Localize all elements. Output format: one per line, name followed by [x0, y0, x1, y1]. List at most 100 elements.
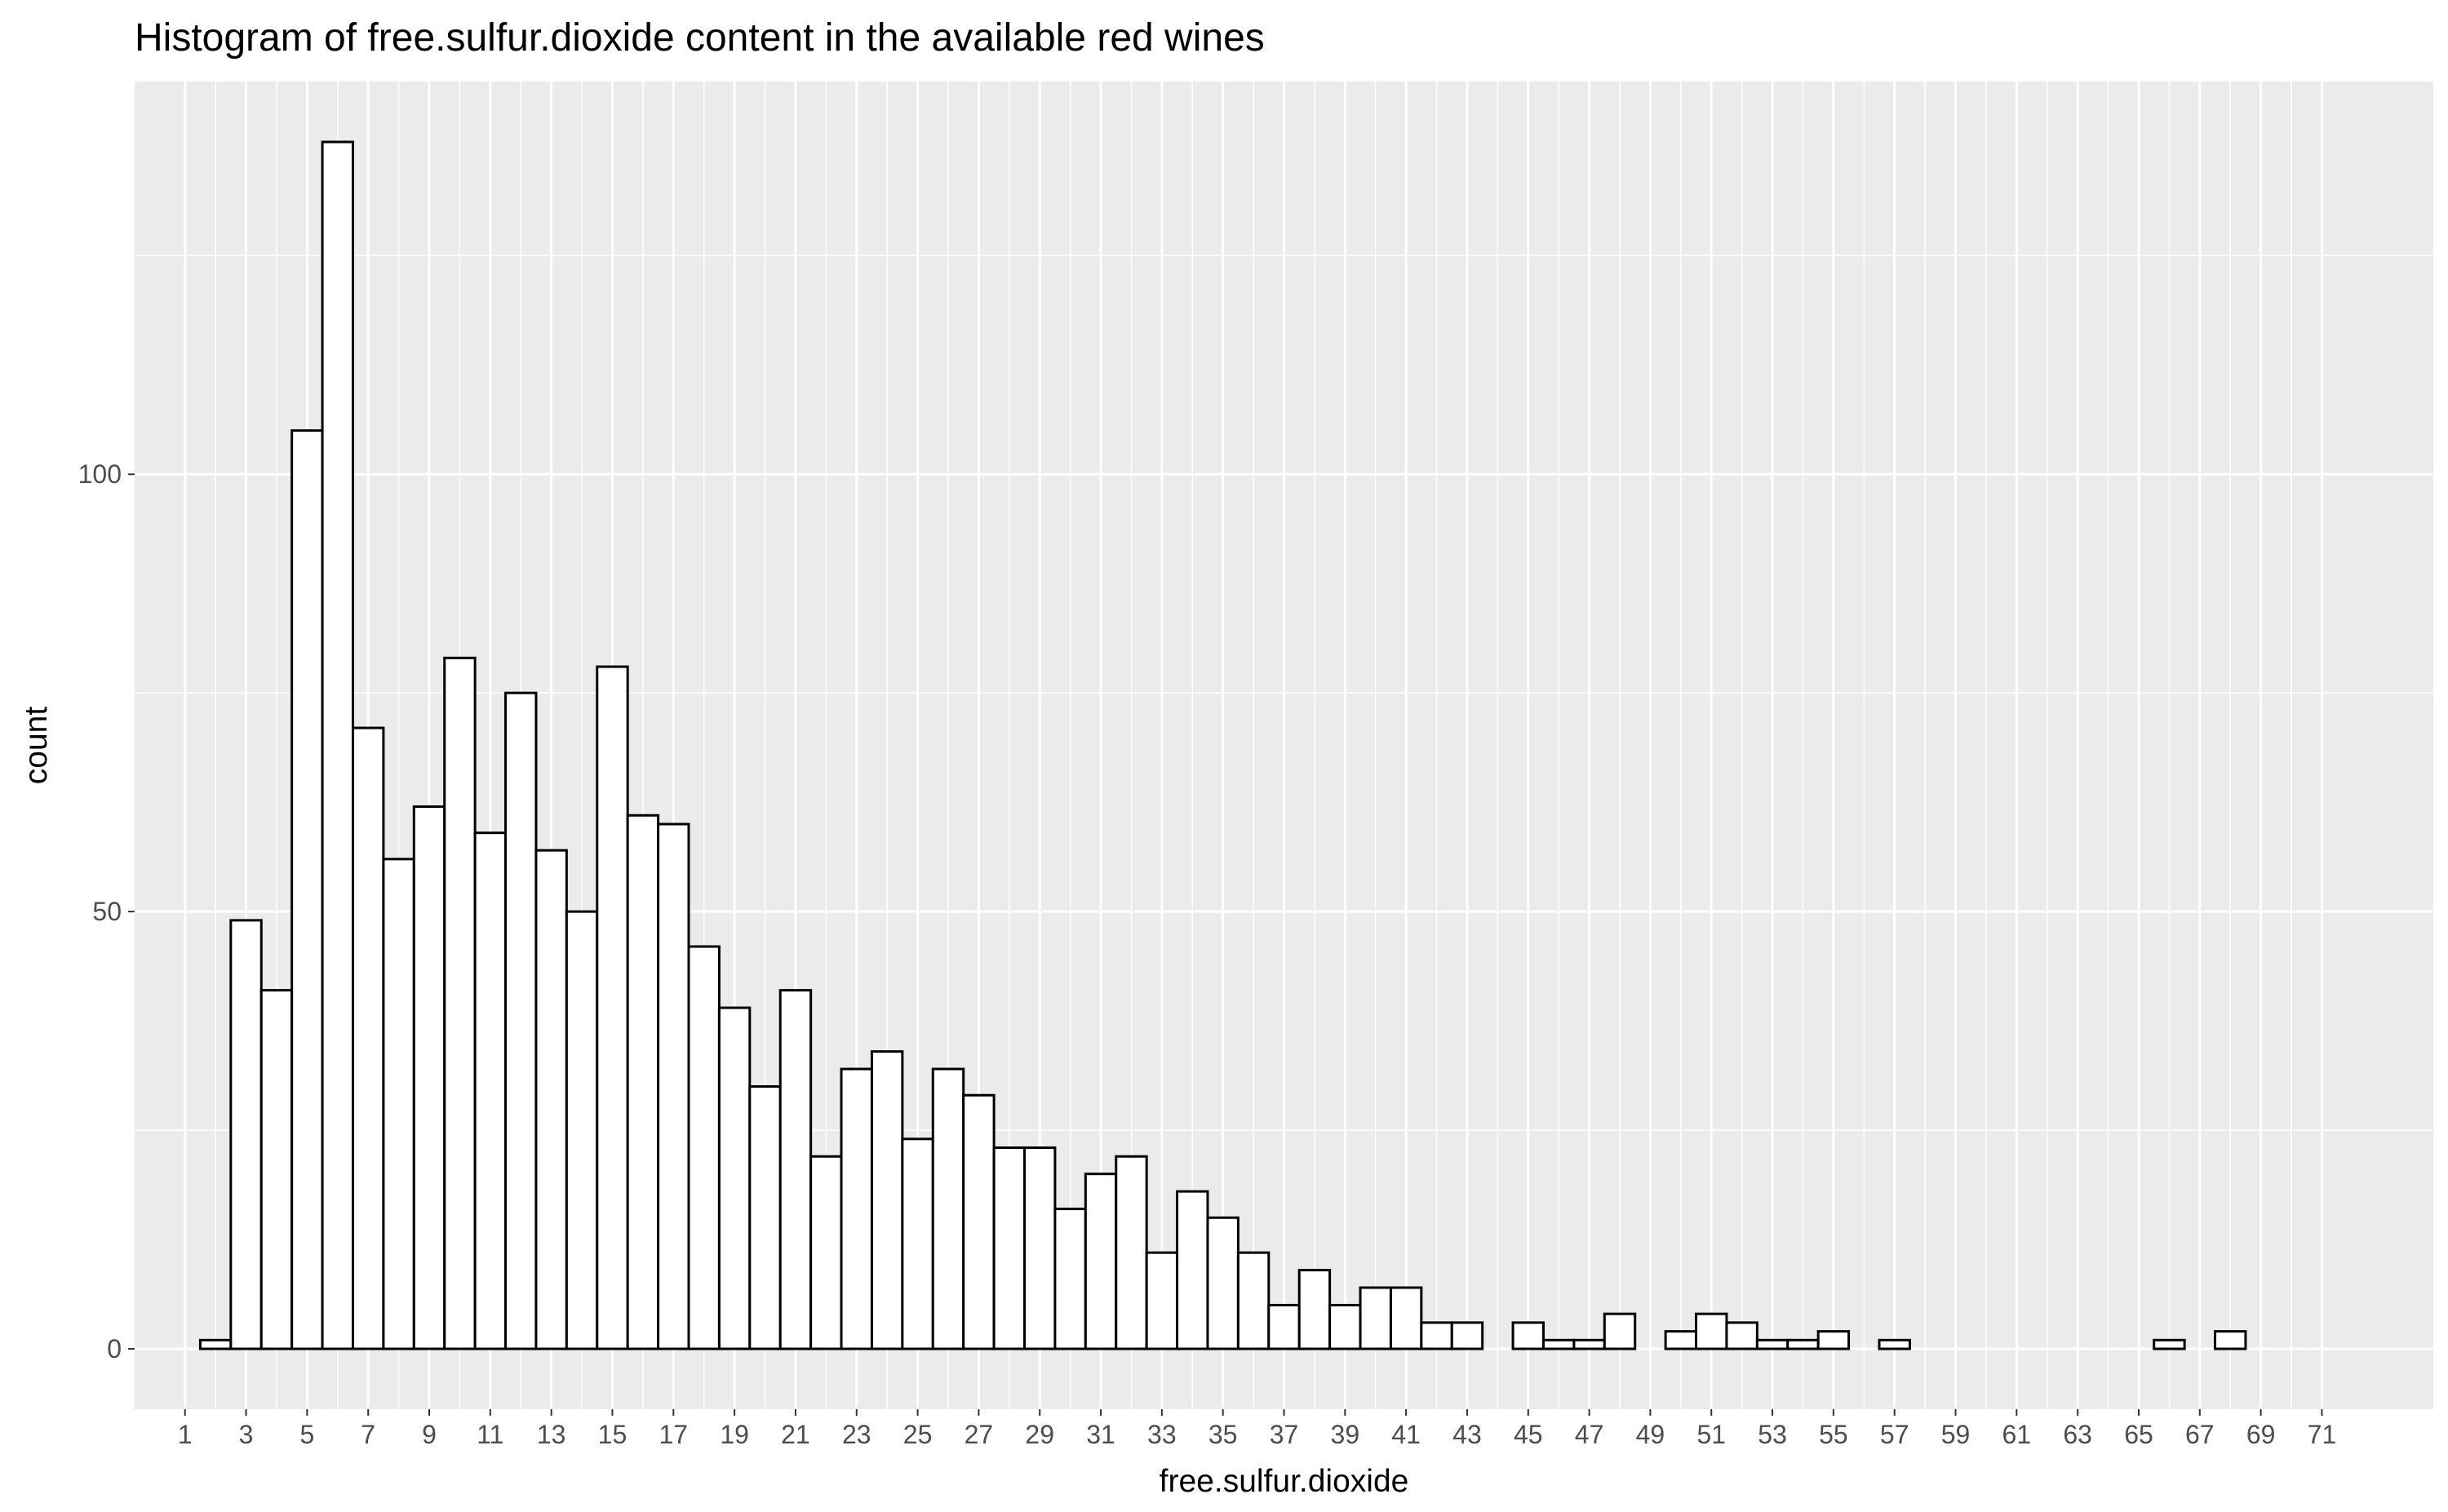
histogram-bar	[504, 691, 538, 1350]
histogram-bar	[809, 1155, 843, 1350]
histogram-bar	[870, 1050, 904, 1350]
x-tick-label: 37	[1270, 1420, 1299, 1449]
x-tick-label: 53	[1758, 1420, 1787, 1449]
histogram-bar	[1236, 1251, 1271, 1350]
histogram-bar	[1328, 1303, 1362, 1350]
histogram-bars	[198, 140, 2247, 1350]
histogram-bar	[321, 140, 354, 1350]
x-tick-label: 29	[1025, 1420, 1054, 1449]
x-tick-label: 61	[2002, 1420, 2032, 1449]
histogram-bar	[1053, 1208, 1087, 1350]
x-tick-label: 5	[299, 1420, 314, 1449]
histogram-bar	[1786, 1338, 1820, 1350]
histogram-bar	[1420, 1321, 1453, 1350]
x-axis-title: free.sulfur.dioxide	[1160, 1464, 1409, 1499]
y-axis: 0 50 100	[78, 459, 135, 1363]
histogram-bar	[1359, 1286, 1392, 1350]
x-tick-label: 57	[1880, 1420, 1909, 1449]
histogram-bar	[901, 1137, 934, 1350]
histogram-bar	[1695, 1312, 1728, 1350]
histogram-bar	[992, 1146, 1027, 1350]
x-tick-label: 13	[537, 1420, 566, 1449]
x-tick-label: 17	[659, 1420, 688, 1449]
histogram-bar	[351, 726, 385, 1350]
x-tick-label: 43	[1452, 1420, 1482, 1449]
histogram-bar	[1297, 1269, 1332, 1350]
x-tick-label: 69	[2246, 1420, 2276, 1449]
x-tick-label: 71	[2308, 1420, 2337, 1449]
histogram-bar	[1878, 1338, 1911, 1350]
histogram-bar	[840, 1067, 873, 1350]
x-tick-label: 33	[1147, 1420, 1177, 1449]
x-tick-label: 3	[239, 1420, 254, 1449]
histogram-bar	[1176, 1190, 1209, 1350]
histogram-bar	[1511, 1321, 1545, 1350]
x-tick-label: 31	[1086, 1420, 1115, 1449]
histogram-bar	[1725, 1321, 1758, 1350]
histogram-bar	[443, 656, 477, 1350]
x-tick-label: 45	[1514, 1420, 1543, 1449]
histogram-bar	[931, 1067, 965, 1350]
x-tick-label: 51	[1696, 1420, 1726, 1449]
x-tick-label: 35	[1208, 1420, 1238, 1449]
histogram-bar	[229, 919, 263, 1350]
x-tick-label: 41	[1391, 1420, 1421, 1449]
histogram-bar	[1450, 1321, 1484, 1350]
x-tick-label: 63	[2063, 1420, 2092, 1449]
histogram-bar	[717, 1006, 752, 1350]
histogram-bar	[473, 831, 508, 1350]
histogram-bar	[962, 1093, 996, 1350]
histogram-bar	[198, 1338, 233, 1350]
histogram-bar	[626, 814, 660, 1350]
y-tick-label: 50	[92, 897, 122, 926]
histogram-bar	[1603, 1312, 1637, 1350]
histogram-bar	[382, 858, 415, 1350]
x-axis: 1 3 5 7 9 11 13 15 17 19 21 23 25 27 29 31 33 35 37 39 41 43 4…	[178, 1409, 2336, 1449]
histogram-bar	[2214, 1330, 2247, 1350]
chart-title: Histogram of free.sulfur.dioxide content…	[135, 16, 1265, 60]
x-tick-label: 67	[2185, 1420, 2215, 1449]
x-tick-label: 39	[1331, 1420, 1360, 1449]
histogram-bar	[748, 1085, 782, 1350]
histogram-bar	[1541, 1338, 1576, 1350]
x-tick-label: 15	[598, 1420, 628, 1449]
x-tick-label: 7	[361, 1420, 375, 1449]
histogram-bar	[1572, 1338, 1606, 1350]
x-tick-label: 49	[1636, 1420, 1665, 1449]
histogram-bar	[1267, 1303, 1301, 1350]
y-tick-label: 100	[78, 459, 122, 489]
x-tick-label: 59	[1941, 1420, 1971, 1449]
x-tick-label: 1	[178, 1420, 193, 1449]
histogram-bar	[687, 945, 721, 1350]
histogram-bar	[534, 849, 568, 1350]
histogram-bar	[412, 805, 446, 1350]
histogram-bar	[657, 823, 690, 1350]
x-tick-label: 19	[720, 1420, 749, 1449]
histogram-bar	[1023, 1146, 1057, 1350]
y-axis-title: count	[19, 707, 54, 785]
x-tick-label: 55	[1819, 1420, 1848, 1449]
x-tick-label: 25	[903, 1420, 933, 1449]
histogram-bar	[596, 665, 629, 1350]
x-tick-label: 27	[965, 1420, 994, 1449]
histogram-bar	[1115, 1155, 1148, 1350]
histogram-bar	[1816, 1330, 1851, 1350]
histogram-bar	[1389, 1286, 1423, 1350]
histogram-bar	[290, 429, 324, 1350]
histogram-bar	[1664, 1330, 1698, 1350]
x-tick-label: 11	[477, 1420, 503, 1449]
histogram-bar	[1084, 1173, 1118, 1350]
x-tick-label: 47	[1575, 1420, 1604, 1449]
x-tick-label: 9	[422, 1420, 437, 1449]
x-tick-label: 23	[842, 1420, 871, 1449]
histogram-bar	[2153, 1338, 2186, 1350]
x-tick-label: 65	[2124, 1420, 2153, 1449]
y-tick-label: 0	[107, 1334, 122, 1363]
x-tick-label: 21	[781, 1420, 810, 1449]
histogram-bar	[565, 910, 599, 1350]
histogram-bar	[1206, 1216, 1240, 1350]
histogram-bar	[1755, 1338, 1789, 1350]
histogram-bar	[1145, 1251, 1179, 1350]
histogram-bar	[259, 989, 294, 1350]
